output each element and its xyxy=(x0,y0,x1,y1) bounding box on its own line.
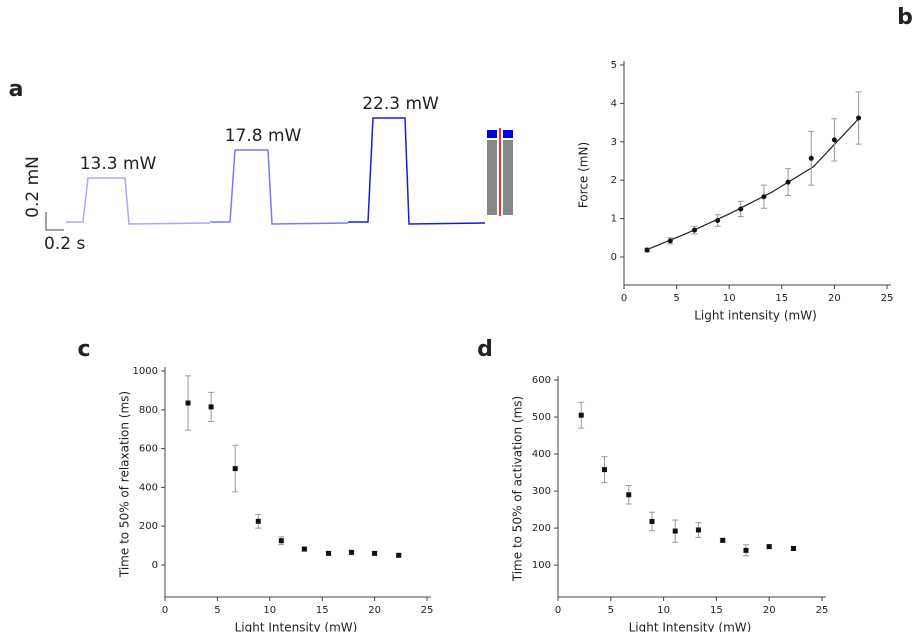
y-axis-label: Time to 50% of relaxation (ms) xyxy=(118,391,132,578)
panel-label: c xyxy=(77,337,90,362)
data-point xyxy=(208,404,214,410)
force-trace xyxy=(210,149,349,225)
y-tick-label: 200 xyxy=(139,521,158,532)
x-tick-label: 10 xyxy=(263,605,276,616)
axes xyxy=(623,61,891,286)
trace-annotation: 17.8 mW xyxy=(225,126,302,146)
x-axis-label: Light Intensity (mW) xyxy=(629,621,752,632)
y-tick-label: 4 xyxy=(611,98,617,109)
fit-curve xyxy=(644,118,860,252)
x-tick-label: 20 xyxy=(763,605,776,616)
x-tick-label: 10 xyxy=(723,293,736,304)
y-tick-label: 800 xyxy=(139,405,158,416)
data-point xyxy=(232,466,238,472)
data-point xyxy=(626,492,632,498)
data-point xyxy=(601,467,607,473)
y-tick-label: 400 xyxy=(139,482,158,493)
y-tick-label: 100 xyxy=(532,560,551,571)
data-point xyxy=(667,238,673,244)
x-tick-label: 15 xyxy=(775,293,788,304)
data-point xyxy=(301,546,307,552)
data-point xyxy=(672,528,678,534)
x-tick-label: 20 xyxy=(368,605,381,616)
force-trace xyxy=(66,177,211,225)
y-tick-label: 400 xyxy=(532,449,551,460)
y-tick-label: 2 xyxy=(611,175,617,186)
y-tick-label: 300 xyxy=(532,486,551,497)
data-point xyxy=(644,247,650,253)
x-tick-label: 25 xyxy=(421,605,434,616)
x-tick-label: 5 xyxy=(214,605,220,616)
x-tick-label: 5 xyxy=(608,605,614,616)
y-tick-label: 1 xyxy=(611,214,617,225)
trace-annotation: 22.3 mW xyxy=(362,94,439,114)
channel-icon xyxy=(487,128,513,216)
scale-bar-x-label: 0.2 s xyxy=(44,234,85,254)
data-point xyxy=(720,537,726,543)
x-tick-label: 5 xyxy=(673,293,679,304)
x-tick-label: 10 xyxy=(657,605,670,616)
data-point xyxy=(808,155,814,161)
data-point xyxy=(691,227,697,233)
x-axis-label: Light intensity (mW) xyxy=(694,309,817,323)
panel-label: d xyxy=(477,337,493,362)
data-point xyxy=(715,217,721,223)
y-tick-label: 600 xyxy=(532,375,551,386)
x-tick-label: 15 xyxy=(710,605,723,616)
x-tick-label: 0 xyxy=(162,605,168,616)
axes xyxy=(557,376,826,598)
data-point xyxy=(649,518,655,524)
y-tick-label: 500 xyxy=(532,412,551,423)
y-tick-label: 5 xyxy=(611,60,617,71)
data-point xyxy=(372,550,378,556)
data-point xyxy=(831,137,837,143)
x-tick-label: 25 xyxy=(816,605,829,616)
y-tick-label: 200 xyxy=(532,523,551,534)
y-axis-label: Time to 50% of activation (ms) xyxy=(511,396,525,582)
data-point xyxy=(785,179,791,185)
data-point xyxy=(743,547,749,553)
y-tick-label: 1000 xyxy=(133,366,158,377)
trace-annotation: 13.3 mW xyxy=(80,154,157,174)
x-tick-label: 0 xyxy=(621,293,627,304)
y-axis-label: Force (mN) xyxy=(577,142,591,208)
data-point xyxy=(278,538,284,544)
scale-bar xyxy=(45,212,64,231)
data-point xyxy=(325,550,331,556)
data-point xyxy=(349,549,355,555)
axes xyxy=(164,367,431,598)
data-point xyxy=(185,400,191,406)
data-point xyxy=(578,412,584,418)
x-tick-label: 25 xyxy=(881,293,894,304)
data-point xyxy=(396,552,402,558)
x-tick-label: 15 xyxy=(316,605,329,616)
x-tick-label: 0 xyxy=(555,605,561,616)
y-tick-label: 0 xyxy=(611,252,617,263)
y-tick-label: 3 xyxy=(611,137,617,148)
data-point xyxy=(255,518,261,524)
data-point xyxy=(695,527,701,533)
x-axis-label: Light Intensity (mW) xyxy=(235,621,358,632)
y-tick-label: 600 xyxy=(139,444,158,455)
scale-bar-y-label: 0.2 mN xyxy=(23,156,43,218)
data-point xyxy=(766,544,772,550)
force-trace xyxy=(348,117,486,225)
data-point xyxy=(761,194,767,200)
panel-label: b xyxy=(897,5,913,30)
y-tick-label: 0 xyxy=(152,560,158,571)
x-tick-label: 20 xyxy=(828,293,841,304)
data-point xyxy=(738,206,744,212)
data-point xyxy=(856,115,862,121)
data-point xyxy=(790,545,796,551)
panel-label: a xyxy=(9,77,24,102)
